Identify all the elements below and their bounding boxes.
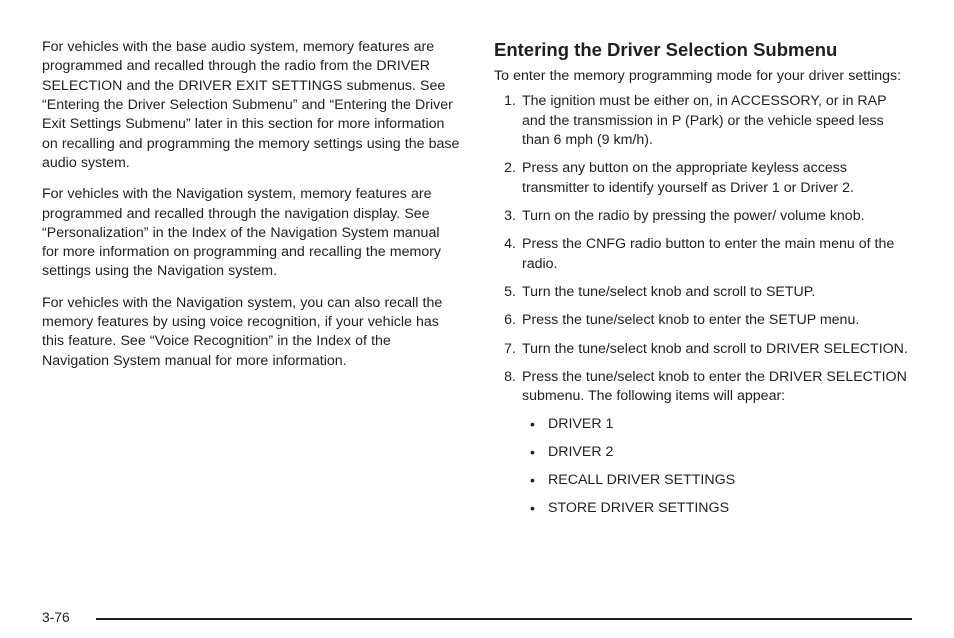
paragraph: For vehicles with the Navigation system,…	[42, 294, 460, 371]
step-text: Press the tune/select knob to enter the …	[522, 369, 907, 404]
paragraph: For vehicles with the base audio system,…	[42, 38, 460, 173]
step-item: Turn the tune/select knob and scroll to …	[516, 283, 912, 302]
step-item: Press any button on the appropriate keyl…	[516, 159, 912, 198]
bullet-list: DRIVER 1 DRIVER 2 RECALL DRIVER SETTINGS…	[522, 415, 912, 519]
left-column: For vehicles with the base audio system,…	[42, 38, 460, 608]
two-column-layout: For vehicles with the base audio system,…	[42, 38, 912, 608]
step-item: Turn the tune/select knob and scroll to …	[516, 340, 912, 359]
step-item: Turn on the radio by pressing the power/…	[516, 207, 912, 226]
manual-page: For vehicles with the base audio system,…	[0, 0, 954, 638]
step-item: The ignition must be either on, in ACCES…	[516, 92, 912, 150]
bullet-item: DRIVER 1	[540, 415, 912, 434]
paragraph: For vehicles with the Navigation system,…	[42, 185, 460, 282]
bullet-item: RECALL DRIVER SETTINGS	[540, 471, 912, 490]
page-footer: 3-76	[42, 608, 912, 638]
right-column: Entering the Driver Selection Submenu To…	[494, 38, 912, 608]
page-number: 3-76	[42, 610, 70, 625]
bullet-item: DRIVER 2	[540, 443, 912, 462]
section-heading: Entering the Driver Selection Submenu	[494, 38, 912, 61]
step-item: Press the tune/select knob to enter the …	[516, 311, 912, 330]
intro-paragraph: To enter the memory programming mode for…	[494, 67, 912, 86]
step-item: Press the tune/select knob to enter the …	[516, 368, 912, 519]
step-item: Press the CNFG radio button to enter the…	[516, 235, 912, 274]
bullet-item: STORE DRIVER SETTINGS	[540, 499, 912, 518]
ordered-steps-list: The ignition must be either on, in ACCES…	[494, 92, 912, 518]
footer-rule	[96, 618, 912, 620]
